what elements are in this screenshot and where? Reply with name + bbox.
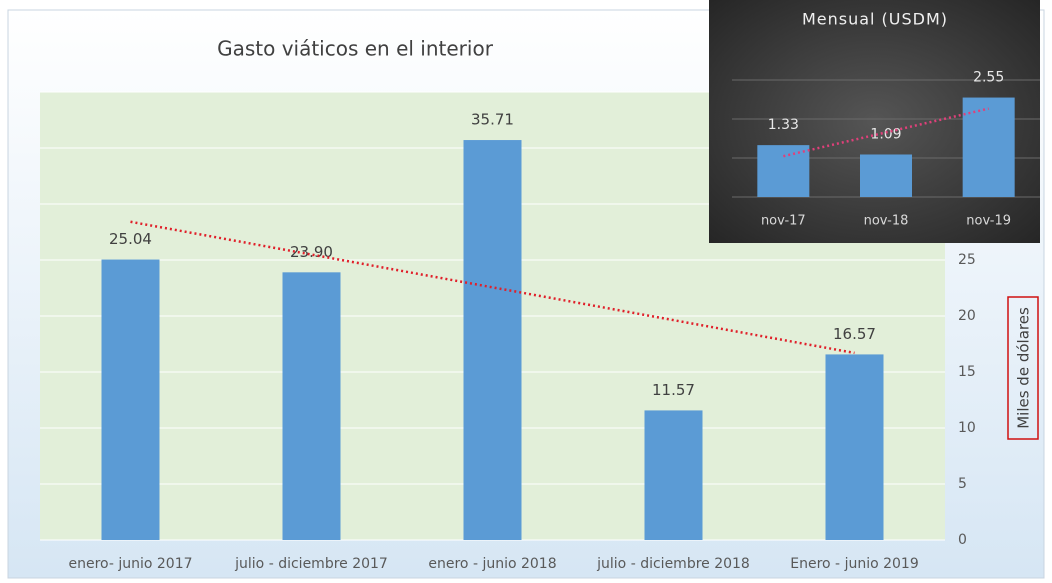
y-tick-label: 0 xyxy=(958,532,967,548)
bar xyxy=(825,354,884,540)
value-label: 23.90 xyxy=(290,243,333,261)
value-label: 2.55 xyxy=(973,70,1004,86)
x-tick-label: nov-19 xyxy=(966,214,1011,229)
x-tick-label: nov-17 xyxy=(761,214,806,229)
x-tick-label: julio - diciembre 2018 xyxy=(596,556,750,572)
x-tick-label: Enero - junio 2019 xyxy=(790,556,918,572)
bar xyxy=(757,145,810,197)
value-label: 16.57 xyxy=(833,325,876,343)
value-label: 35.71 xyxy=(471,111,514,129)
chart-title: Gasto viáticos en el interior xyxy=(217,37,494,61)
axis-label-box xyxy=(1007,296,1039,440)
y-tick-label: 5 xyxy=(958,476,967,492)
y-tick-label: 10 xyxy=(958,420,976,436)
y-tick-label: 15 xyxy=(958,364,976,380)
y-axis-label: Miles de dólares xyxy=(1015,307,1033,429)
x-tick-label: nov-18 xyxy=(864,214,909,229)
inset-chart: 1.33 nov-17 1.09 nov-18 2.55 nov-19 xyxy=(732,70,1040,229)
value-label: 1.33 xyxy=(768,117,799,133)
x-tick-label: julio - diciembre 2017 xyxy=(234,556,388,572)
bar xyxy=(860,154,912,197)
y-tick-label: 20 xyxy=(958,308,976,324)
bar xyxy=(463,140,522,540)
x-tick-label: enero - junio 2018 xyxy=(428,556,556,572)
bar xyxy=(962,97,1015,197)
trendline xyxy=(783,107,989,158)
bar xyxy=(644,410,703,540)
bar xyxy=(282,272,341,540)
value-label: 11.57 xyxy=(652,381,695,399)
y-tick-label: 25 xyxy=(958,252,976,268)
x-tick-label: enero- junio 2017 xyxy=(68,556,192,572)
value-label: 25.04 xyxy=(109,230,152,248)
value-label: 1.09 xyxy=(870,126,901,142)
inset-title: Mensual (USDM) xyxy=(802,10,948,29)
bar xyxy=(101,259,160,540)
